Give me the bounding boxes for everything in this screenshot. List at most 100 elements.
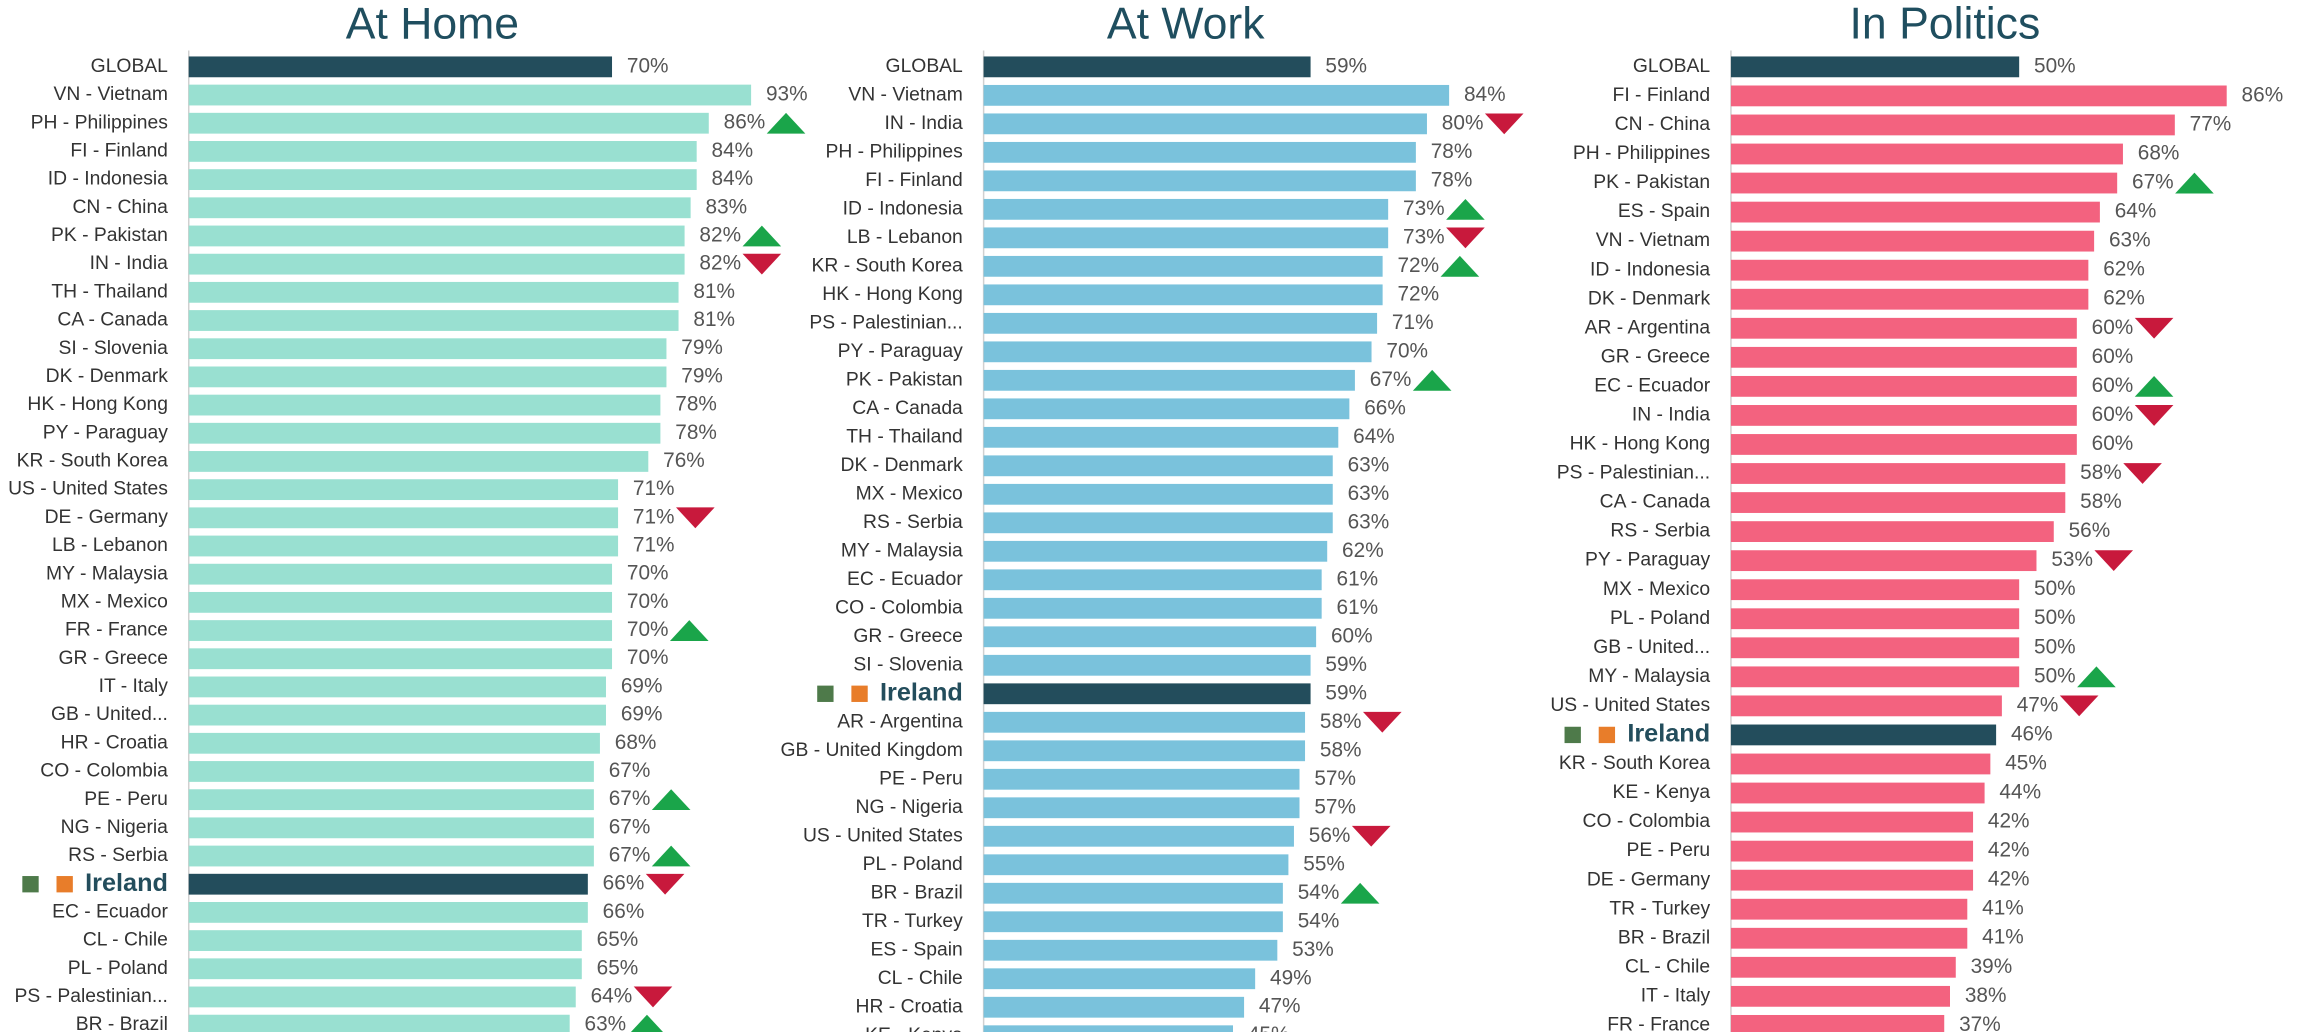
- bar: [983, 227, 1389, 249]
- bar: [983, 284, 1383, 306]
- bar: [1730, 85, 2227, 107]
- value-label: 55%: [1303, 852, 1345, 875]
- value-label: 60%: [2092, 316, 2134, 339]
- bar: [983, 255, 1383, 277]
- category-label: CA - Canada: [57, 310, 168, 331]
- value-label: 78%: [675, 421, 717, 444]
- category-label: BR - Brazil: [1618, 927, 1710, 948]
- trend-up-arrow: [1440, 255, 1480, 277]
- bar: [188, 507, 619, 529]
- category-label: US - United States: [1550, 695, 1710, 716]
- value-label: 82%: [699, 252, 741, 275]
- category-label: DK - Denmark: [46, 366, 169, 387]
- category-label: RS - Serbia: [68, 845, 168, 866]
- bar: [983, 683, 1311, 705]
- value-label: 78%: [1431, 168, 1473, 191]
- category-label: CO - Colombia: [835, 597, 963, 618]
- value-label: 50%: [2034, 577, 2076, 600]
- value-label: 67%: [2132, 171, 2174, 194]
- category-label: CA - Canada: [1600, 492, 1711, 513]
- bar: [983, 1025, 1233, 1032]
- value-label: 47%: [2017, 693, 2059, 716]
- category-label: TH - Thailand: [51, 281, 168, 302]
- bar: [188, 535, 619, 557]
- bar: [983, 312, 1378, 334]
- value-label: 60%: [2092, 374, 2134, 397]
- category-label: ID - Indonesia: [48, 169, 168, 190]
- bar: [1730, 172, 2118, 194]
- category-label: VN - Vietnam: [848, 84, 962, 105]
- category-label: CL - Chile: [878, 968, 963, 989]
- category-label: PK - Pakistan: [846, 369, 963, 390]
- bar: [188, 197, 691, 219]
- category-label: IT - Italy: [99, 676, 169, 697]
- flag-square-green: [1564, 726, 1581, 744]
- value-label: 64%: [2115, 200, 2157, 223]
- value-label: 41%: [1982, 897, 2024, 920]
- bar: [1730, 927, 1968, 949]
- bar: [1730, 346, 2077, 368]
- value-label: 77%: [2190, 112, 2232, 135]
- value-label: 47%: [1259, 995, 1301, 1018]
- chart-title: At Work: [1107, 0, 1265, 49]
- category-label: MX - Mexico: [856, 483, 963, 504]
- bar: [983, 597, 1322, 619]
- bar: [188, 1014, 570, 1032]
- category-label: CA - Canada: [852, 398, 963, 419]
- trend-down-arrow: [2059, 695, 2099, 717]
- category-label: IN - India: [885, 113, 964, 134]
- category-label: AR - Argentina: [1585, 317, 1711, 338]
- category-label: VN - Vietnam: [54, 84, 168, 105]
- value-label: 73%: [1403, 197, 1445, 220]
- category-label: KE - Kenya: [1613, 782, 1711, 803]
- bar: [188, 789, 594, 811]
- value-label: 70%: [627, 618, 669, 641]
- value-label: 86%: [2242, 83, 2284, 106]
- bar: [983, 797, 1300, 819]
- bar: [188, 451, 649, 472]
- bar: [1730, 956, 1956, 978]
- category-label: GLOBAL: [1633, 56, 1710, 77]
- flag-square-green: [817, 685, 834, 702]
- trend-down-arrow: [676, 507, 715, 529]
- bar: [983, 398, 1350, 420]
- category-label: ES - Spain: [871, 939, 963, 960]
- bar: [188, 56, 613, 78]
- bar: [1730, 405, 2077, 426]
- value-label: 42%: [1988, 868, 2030, 891]
- category-label: EC - Ecuador: [52, 901, 168, 922]
- category-label: CL - Chile: [1625, 956, 1710, 977]
- bar: [188, 84, 752, 106]
- bar: [188, 901, 588, 923]
- bar: [188, 704, 606, 726]
- value-label: 69%: [621, 703, 663, 726]
- bar: [1730, 434, 2077, 455]
- value-label: 69%: [621, 674, 663, 697]
- value-label: 63%: [585, 1013, 627, 1032]
- bar: [188, 620, 613, 641]
- trend-up-arrow: [742, 225, 782, 247]
- trend-up-arrow: [1412, 369, 1452, 391]
- category-label: VN - Vietnam: [1596, 230, 1710, 251]
- bar: [188, 845, 594, 867]
- bar: [1730, 521, 2054, 543]
- value-label: 61%: [1337, 567, 1379, 590]
- trend-down-arrow: [1484, 113, 1524, 135]
- category-label: PL - Poland: [863, 854, 963, 875]
- value-label: 67%: [609, 844, 651, 867]
- bar: [188, 281, 679, 303]
- bar: [188, 338, 667, 360]
- category-label: PY - Paraguay: [1585, 550, 1710, 571]
- value-label: 83%: [705, 195, 747, 218]
- bar: [983, 854, 1289, 876]
- bar: [1730, 782, 1985, 804]
- category-label: PE - Peru: [84, 789, 168, 810]
- value-label: 37%: [1959, 1013, 2001, 1032]
- value-label: 86%: [724, 111, 766, 134]
- bar: [983, 711, 1306, 733]
- value-label: 84%: [1464, 83, 1506, 106]
- flag-square-orange: [851, 685, 868, 702]
- chart-title: At Home: [346, 0, 519, 49]
- bar: [1730, 608, 2020, 630]
- category-label: US - United States: [8, 479, 168, 500]
